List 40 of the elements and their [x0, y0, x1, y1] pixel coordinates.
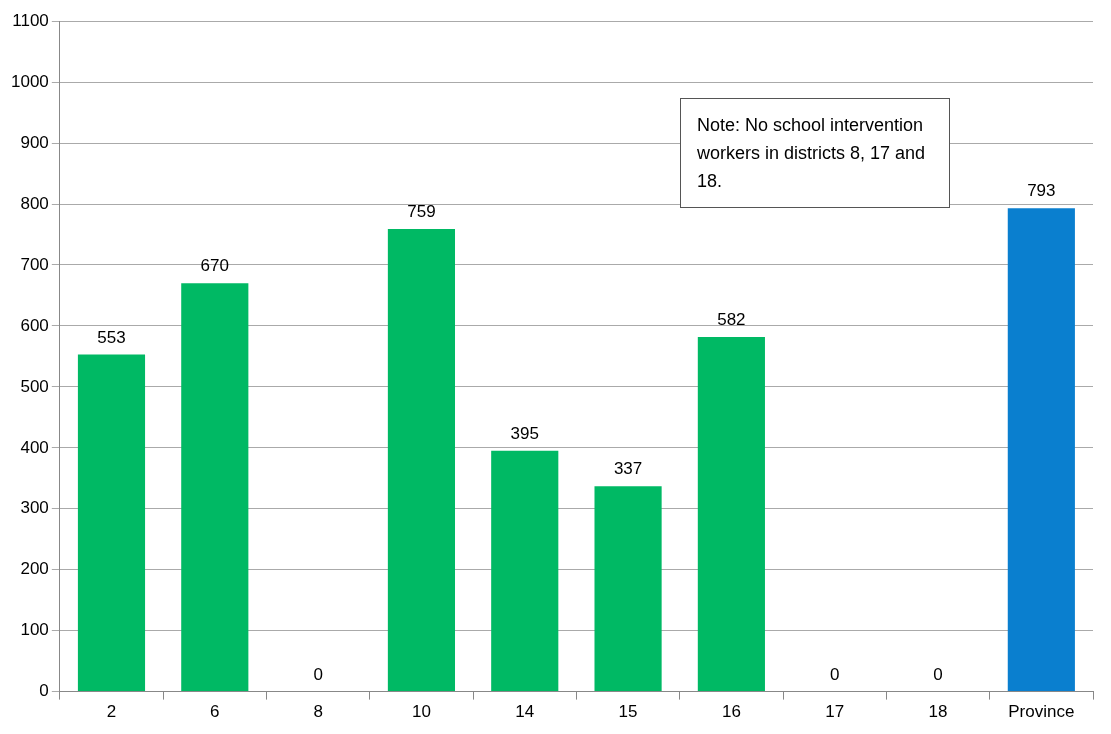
y-tick-label: 700 [20, 254, 49, 274]
bar [594, 486, 662, 692]
y-tick-label: 300 [20, 498, 49, 518]
bar [697, 336, 765, 692]
y-tick-label: 900 [20, 132, 49, 152]
x-tick-label: 10 [411, 702, 431, 722]
x-tick-label: 6 [210, 702, 220, 722]
x-tick-label: Province [1008, 702, 1075, 722]
bar [181, 283, 249, 692]
y-tick-label: 100 [20, 620, 49, 640]
x-tick-label: 2 [106, 702, 117, 722]
y-tick-label: 1100 [12, 10, 49, 30]
y-tick-label: 800 [20, 193, 49, 213]
data-label: 670 [200, 256, 229, 276]
bar [491, 450, 559, 692]
data-label: 793 [1027, 181, 1056, 201]
y-tick-label: 1000 [10, 71, 49, 91]
x-tick-label: 14 [515, 702, 535, 722]
data-label: 0 [829, 664, 840, 684]
y-tick-label: 200 [20, 559, 49, 579]
y-tick-label: 600 [20, 315, 49, 335]
data-label: 582 [717, 310, 746, 330]
y-tick-label: 0 [39, 681, 49, 701]
y-tick-label: 500 [20, 376, 49, 396]
bar [387, 229, 456, 692]
x-tick-label: 16 [721, 702, 741, 722]
data-label: 0 [313, 664, 323, 684]
data-label: 337 [613, 459, 643, 479]
bar [1007, 208, 1075, 692]
data-label: 553 [97, 327, 126, 347]
data-label: 0 [933, 664, 943, 684]
bar [77, 354, 146, 692]
x-tick-label: 18 [928, 702, 948, 722]
data-label: 395 [510, 424, 539, 444]
annotation: Note: No school intervention workers in districts 8, 17 and 18. [680, 98, 950, 208]
x-tick-label: 8 [313, 702, 323, 722]
x-tick-label: 17 [825, 702, 845, 722]
x-tick-label: 15 [618, 702, 638, 722]
data-label: 759 [407, 202, 436, 222]
y-tick-label: 400 [20, 437, 49, 457]
